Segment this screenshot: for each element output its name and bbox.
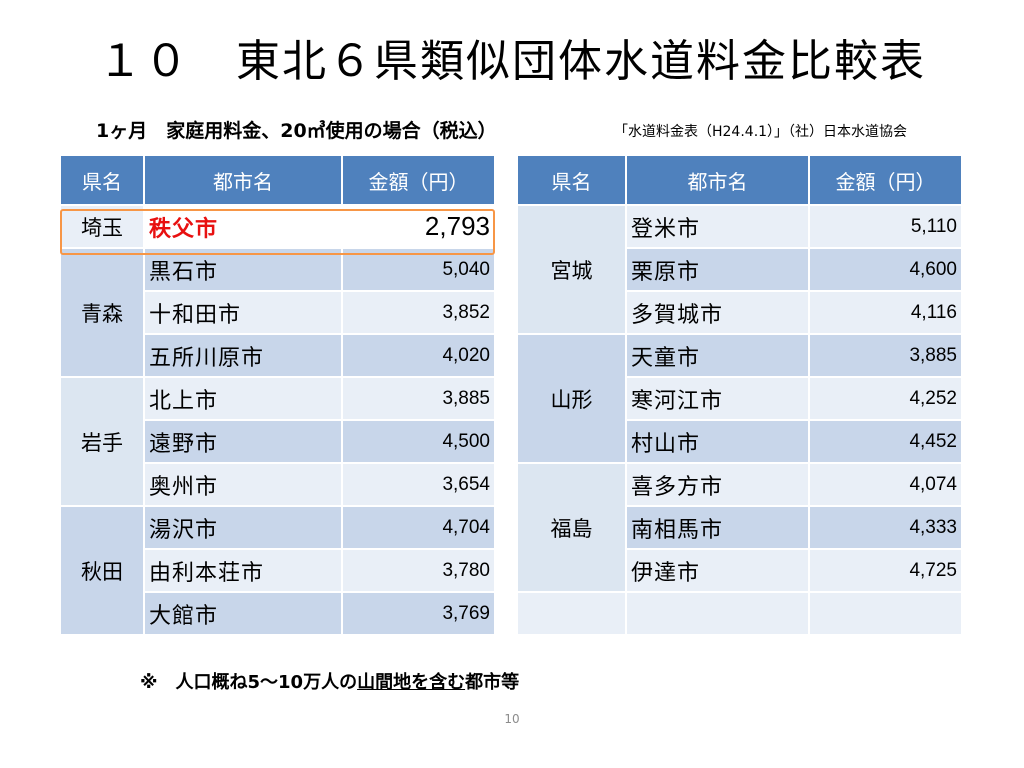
table-row: 青森 黒石市 5,040 xyxy=(61,249,494,376)
right-rate-table: 県名 都市名 金額（円） 宮城 登米市 5,110 栗原市 4,600 多賀城市… xyxy=(516,154,963,636)
header-city: 都市名 xyxy=(145,156,341,204)
city-cell: 登米市 xyxy=(627,206,808,247)
city-cell: 南相馬市 xyxy=(627,507,808,548)
table-row: 南相馬市 4,333 xyxy=(518,507,961,548)
header-pref: 県名 xyxy=(61,156,143,204)
amount-cell: 4,500 xyxy=(343,421,494,462)
table-row: 宮城 登米市 5,110 xyxy=(518,206,961,333)
source-citation: 「水道料金表（H24.4.1）」（社）日本水道協会 xyxy=(614,124,908,140)
city-cell: 湯沢市 xyxy=(145,507,341,548)
table-row: 大館市 3,769 xyxy=(61,593,494,634)
header-row: 県名 都市名 金額（円） xyxy=(518,156,961,204)
amount-cell: 4,020 xyxy=(343,335,494,376)
amount-cell: 3,780 xyxy=(343,550,494,591)
city-cell: 寒河江市 xyxy=(627,378,808,419)
city-cell: 多賀城市 xyxy=(627,292,808,333)
city-cell: 喜多方市 xyxy=(627,464,808,505)
amount-cell: 4,252 xyxy=(810,378,961,419)
table-row: 奥州市 3,654 xyxy=(61,464,494,505)
pref-cell: 宮城 xyxy=(518,206,625,333)
city-cell: 遠野市 xyxy=(145,421,341,462)
amount-cell: 3,885 xyxy=(810,335,961,376)
amount-cell: 4,452 xyxy=(810,421,961,462)
city-cell: 五所川原市 xyxy=(145,335,341,376)
table-row: 栗原市 4,600 xyxy=(518,249,961,290)
amount-cell: 4,704 xyxy=(343,507,494,548)
table-row: 五所川原市 4,020 xyxy=(61,335,494,376)
table-row: 由利本荘市 3,780 xyxy=(61,550,494,591)
table-row: 福島 喜多方市 4,074 xyxy=(518,464,961,591)
pref-cell: 福島 xyxy=(518,464,625,591)
pref-cell: 岩手 xyxy=(61,378,143,505)
empty-cell xyxy=(810,593,961,634)
amount-cell: 2,793 xyxy=(343,206,494,247)
amount-cell: 4,116 xyxy=(810,292,961,333)
table-row: 山形 天童市 3,885 xyxy=(518,335,961,462)
table-row: 遠野市 4,500 xyxy=(61,421,494,462)
city-cell: 栗原市 xyxy=(627,249,808,290)
city-cell: 秩父市 xyxy=(145,206,341,247)
city-cell: 奥州市 xyxy=(145,464,341,505)
city-cell: 村山市 xyxy=(627,421,808,462)
city-cell: 北上市 xyxy=(145,378,341,419)
amount-cell: 5,040 xyxy=(343,249,494,290)
pref-cell: 青森 xyxy=(61,249,143,376)
amount-cell: 5,110 xyxy=(810,206,961,247)
city-cell: 黒石市 xyxy=(145,249,341,290)
subtitle: 1ヶ月 家庭用料金、20㎥使用の場合（税込） xyxy=(96,120,497,142)
table-row: 寒河江市 4,252 xyxy=(518,378,961,419)
highlight-row: 埼玉 秩父市 2,793 xyxy=(61,206,494,247)
footnote-prefix: ※ 人口概ね5～10万人の xyxy=(140,672,358,693)
city-cell: 由利本荘市 xyxy=(145,550,341,591)
header-city: 都市名 xyxy=(627,156,808,204)
amount-cell: 3,769 xyxy=(343,593,494,634)
amount-cell: 3,852 xyxy=(343,292,494,333)
page-title: １０ 東北６県類似団体水道料金比較表 xyxy=(98,36,926,87)
table-row: 十和田市 3,852 xyxy=(61,292,494,333)
page-number: 10 xyxy=(504,712,520,726)
pref-cell: 山形 xyxy=(518,335,625,462)
footnote-underlined: 山間地を含む xyxy=(357,672,466,693)
header-amount: 金額（円） xyxy=(810,156,961,204)
amount-cell: 4,725 xyxy=(810,550,961,591)
table-row: 村山市 4,452 xyxy=(518,421,961,462)
header-amount: 金額（円） xyxy=(343,156,494,204)
pref-cell: 埼玉 xyxy=(61,206,143,247)
amount-cell: 4,074 xyxy=(810,464,961,505)
city-cell: 十和田市 xyxy=(145,292,341,333)
footnote: ※ 人口概ね5～10万人の山間地を含む都市等 xyxy=(140,671,519,695)
header-pref: 県名 xyxy=(518,156,625,204)
table-row: 伊達市 4,725 xyxy=(518,550,961,591)
left-rate-table: 県名 都市名 金額（円） 埼玉 秩父市 2,793 青森 黒石市 5,040 十… xyxy=(59,154,496,636)
pref-cell: 秋田 xyxy=(61,507,143,634)
table-row: 秋田 湯沢市 4,704 xyxy=(61,507,494,634)
empty-row xyxy=(518,593,961,634)
table-row: 多賀城市 4,116 xyxy=(518,292,961,333)
header-row: 県名 都市名 金額（円） xyxy=(61,156,494,204)
city-cell: 天童市 xyxy=(627,335,808,376)
amount-cell: 3,885 xyxy=(343,378,494,419)
footnote-suffix: 都市等 xyxy=(465,672,520,693)
amount-cell: 3,654 xyxy=(343,464,494,505)
empty-cell xyxy=(518,593,625,634)
city-cell: 大館市 xyxy=(145,593,341,634)
empty-cell xyxy=(627,593,808,634)
amount-cell: 4,333 xyxy=(810,507,961,548)
amount-cell: 4,600 xyxy=(810,249,961,290)
table-row: 岩手 北上市 3,885 xyxy=(61,378,494,505)
city-cell: 伊達市 xyxy=(627,550,808,591)
